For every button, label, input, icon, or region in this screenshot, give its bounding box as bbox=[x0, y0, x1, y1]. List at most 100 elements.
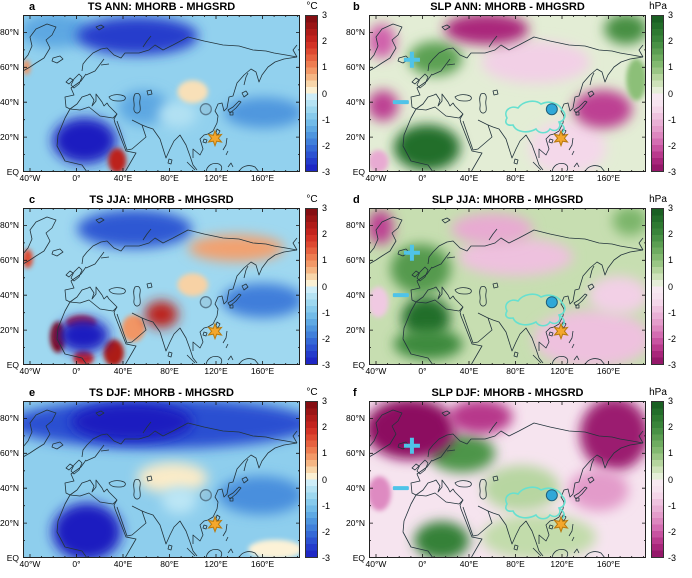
y-axis-tick-label: 60°N bbox=[0, 448, 19, 459]
y-axis-tick-label: 40°N bbox=[346, 483, 365, 494]
map-ts-djf bbox=[23, 401, 300, 558]
y-axis-tick-label: 20°N bbox=[0, 325, 19, 336]
map-frame bbox=[369, 208, 646, 365]
panel-f-slp-djf: f SLP DJF: MHORB - MHGSRD hPa 80°N 60°N 40… bbox=[346, 386, 692, 578]
y-axis-tick-label: 20°N bbox=[346, 132, 365, 143]
map-slp-ann bbox=[369, 15, 646, 172]
colorbar-tick-label: 3 bbox=[668, 203, 674, 213]
site-star-marker bbox=[207, 515, 223, 534]
map-frame bbox=[369, 15, 646, 172]
coastlines bbox=[23, 216, 298, 365]
panel-letter: c bbox=[29, 194, 36, 206]
anomaly-s-greenland-warm bbox=[23, 249, 33, 269]
y-axis-tick-label: 20°N bbox=[0, 132, 19, 143]
colorbar-tick-label: -3 bbox=[668, 167, 677, 177]
colorbar-unit-label: hPa bbox=[649, 1, 667, 12]
site-circle-marker bbox=[199, 103, 212, 116]
colorbar-unit-label: hPa bbox=[649, 194, 667, 205]
site-star-marker bbox=[553, 322, 569, 341]
y-axis-tick-label: 60°N bbox=[346, 255, 365, 266]
anomaly-arctic-low bbox=[444, 15, 529, 45]
anomaly-barents-dark-cool bbox=[71, 402, 193, 442]
panel-b-slp-ann: b SLP ANN: MHORB - MHGSRD hPa 80°N 60°N 40… bbox=[346, 0, 692, 193]
colorbar-tick-label: -2 bbox=[322, 333, 331, 344]
colorbar-ts bbox=[305, 401, 318, 558]
plus-marker bbox=[403, 244, 420, 261]
colorbar-slp bbox=[651, 15, 664, 172]
site-star-marker bbox=[553, 129, 569, 148]
anomaly-pacific-japan-weak-low bbox=[588, 276, 646, 315]
y-axis-tick-label: EQ bbox=[352, 360, 365, 370]
anomaly-africa-strong-cooling bbox=[52, 503, 122, 558]
x-axis-tick-label: 0° bbox=[418, 366, 427, 376]
x-axis-tick-label: 40°W bbox=[365, 366, 387, 376]
colorbar-unit-label: °C bbox=[306, 194, 318, 205]
colorbar-tick-label: 0 bbox=[322, 281, 328, 292]
panel-letter: f bbox=[353, 387, 357, 399]
x-axis-tick-label: 160°E bbox=[596, 366, 621, 376]
anomaly-north-pacific-cool-band bbox=[224, 97, 300, 129]
y-axis-tick-label: 60°N bbox=[0, 62, 19, 73]
x-axis-tick-label: 40°E bbox=[113, 173, 133, 183]
colorbar-tick-label: 0 bbox=[322, 88, 328, 99]
panel-title: SLP ANN: MHORB - MHGSRD bbox=[430, 1, 585, 13]
anomaly-tibet-pale bbox=[162, 487, 197, 514]
colorbar-tick-labels: 3 2 1 0 -1 -2 -3 bbox=[667, 203, 691, 370]
colorbar-tick-label: -1 bbox=[322, 500, 331, 511]
anomaly-japan-low bbox=[568, 468, 629, 512]
minus-marker bbox=[392, 486, 409, 491]
colorbar-tick-label: 3 bbox=[322, 396, 328, 406]
x-axis-tick-label: 120°E bbox=[204, 173, 228, 183]
anomaly-south-edge-warm bbox=[73, 350, 94, 365]
y-axis-tick-label: 80°N bbox=[0, 413, 19, 424]
y-axis-tick-label: 40°N bbox=[346, 97, 365, 108]
x-axis-tick-label: 160°E bbox=[596, 559, 621, 569]
colorbar-tick-labels: 3 2 1 0 -1 -2 -3 bbox=[667, 10, 691, 177]
colorbar-tick-label: 2 bbox=[668, 422, 674, 433]
panel-title: TS JJA: MHORB - MHGSRD bbox=[89, 194, 234, 206]
anomaly-scandinavia-high bbox=[408, 41, 463, 76]
colorbar-tick-label: 1 bbox=[322, 448, 328, 459]
colorbar-ts bbox=[305, 15, 318, 172]
y-axis-tick-label: 60°N bbox=[0, 255, 19, 266]
x-axis-tick-label: 0° bbox=[418, 173, 427, 183]
site-star-marker bbox=[207, 322, 223, 341]
anomaly-arctic-cool bbox=[77, 209, 193, 249]
x-axis-tick-label: 120°E bbox=[550, 173, 574, 183]
x-axis-tick-label: 0° bbox=[418, 559, 427, 569]
colorbar-tick-label: 1 bbox=[668, 448, 674, 459]
colorbar-tick-label: 2 bbox=[322, 229, 328, 240]
colorbar-unit-label: hPa bbox=[649, 387, 667, 398]
x-axis-tick-label: 120°E bbox=[550, 559, 574, 569]
anomaly-mongolia-mild-warm bbox=[177, 273, 208, 297]
y-axis-tick-label: 20°N bbox=[0, 518, 19, 529]
x-axis-tick-label: 0° bbox=[72, 559, 81, 569]
panel-a-ts-ann: a TS ANN: MHORB - MHGSRD °C 80°N 60°N 40°N… bbox=[0, 0, 346, 193]
colorbar-tick-label: -1 bbox=[668, 500, 677, 511]
plus-marker bbox=[403, 51, 420, 68]
anomaly-west-africa-high bbox=[393, 328, 463, 360]
colorbar-tick-label: 1 bbox=[322, 62, 328, 73]
x-axis-labels: 40°W 0° 40°E 80°E 120°E 160°E bbox=[20, 559, 300, 571]
panel-c-ts-jja: c TS JJA: MHORB - MHGSRD °C 80°N 60°N 40°N… bbox=[0, 193, 346, 386]
anomaly-barents-kara-cool bbox=[76, 16, 199, 56]
anomaly-nw-pacific-deep-low bbox=[579, 401, 646, 471]
anomaly-russia-weak-low bbox=[458, 237, 573, 276]
y-axis-tick-label: 40°N bbox=[0, 97, 19, 108]
colorbar-tick-label: -1 bbox=[668, 114, 677, 125]
site-circle-marker bbox=[545, 103, 558, 116]
site-circle-marker bbox=[199, 489, 212, 502]
anomaly-east-africa-warm bbox=[103, 339, 124, 365]
x-axis-labels: 40°W 0° 40°E 80°E 120°E 160°E bbox=[366, 559, 646, 571]
colorbar-tick-label: -1 bbox=[322, 307, 331, 318]
x-axis-labels: 40°W 0° 40°E 80°E 120°E 160°E bbox=[20, 173, 300, 185]
anomaly-arctic-pacific-high bbox=[612, 208, 646, 236]
plus-marker bbox=[403, 437, 420, 454]
anomaly-india-himalaya-warm bbox=[144, 301, 178, 328]
colorbar-tick-label: -2 bbox=[668, 140, 677, 151]
x-axis-tick-label: 80°E bbox=[160, 366, 179, 376]
x-axis-tick-label: 80°E bbox=[160, 173, 179, 183]
colorbar-tick-labels: 3 2 1 0 -1 -2 -3 bbox=[321, 203, 345, 370]
panel-letter: b bbox=[353, 1, 360, 13]
x-axis-tick-label: 40°W bbox=[19, 173, 41, 183]
